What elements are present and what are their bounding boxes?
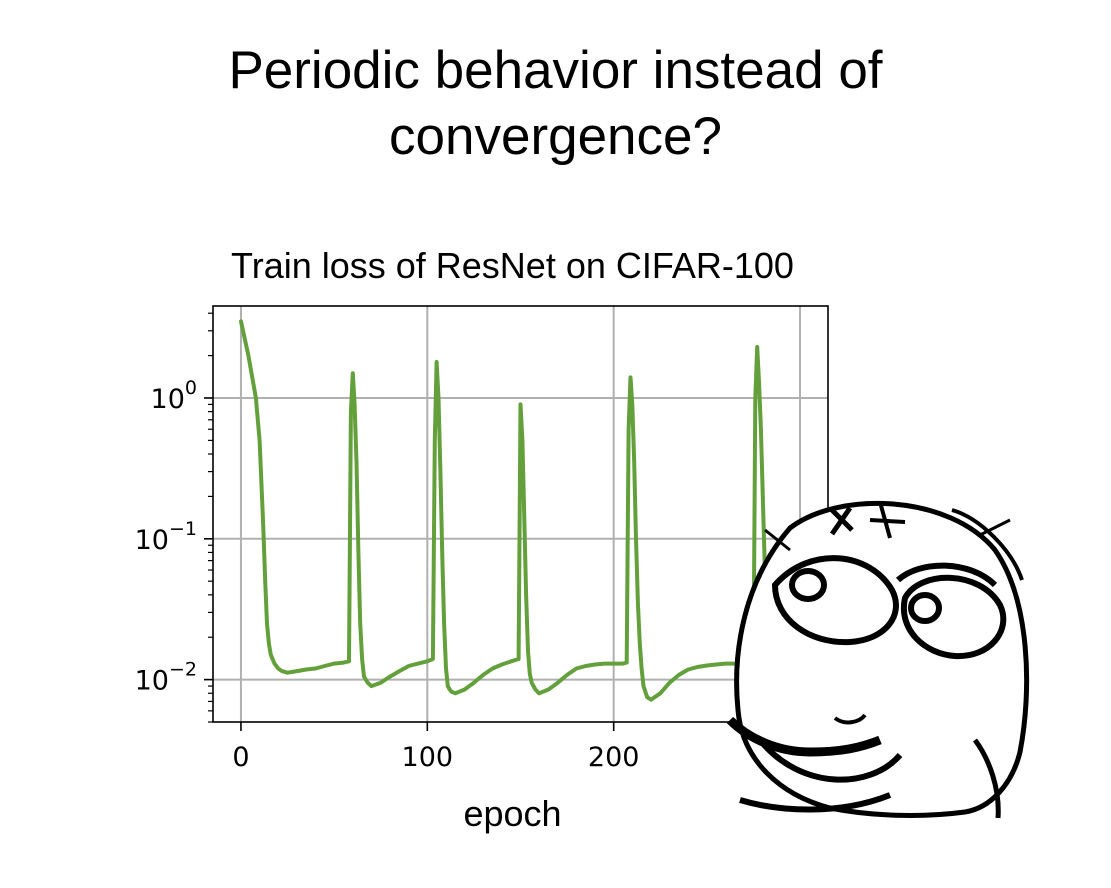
slide-title-line-1: Periodic behavior instead of: [228, 41, 883, 100]
y-tick-label: 100: [151, 377, 197, 415]
chart-title: Train loss of ResNet on CIFAR-100: [231, 245, 794, 286]
thinking-rage-face-icon: [726, 500, 1030, 819]
x-tick-label: 0: [232, 742, 249, 773]
slide-title: Periodic behavior instead of convergence…: [0, 38, 1111, 170]
slide-title-line-2: convergence?: [389, 107, 722, 166]
x-tick-label: 200: [588, 742, 640, 773]
x-axis-label: epoch: [463, 793, 561, 834]
x-tick-label: 100: [402, 742, 454, 773]
train-loss-line: [239, 319, 775, 702]
y-tick-label: 10−2: [135, 659, 197, 697]
y-tick-label: 10−1: [135, 518, 197, 556]
